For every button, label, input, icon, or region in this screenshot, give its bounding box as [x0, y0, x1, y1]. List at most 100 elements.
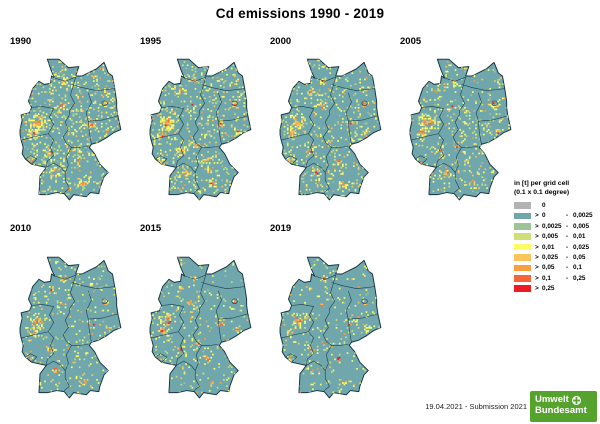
- legend-from: 0,01: [542, 243, 555, 251]
- state-border: [46, 360, 66, 371]
- state-border: [201, 344, 219, 346]
- state-border: [218, 121, 222, 145]
- state-border: [46, 331, 54, 366]
- legend-row: >0,05 -0,1: [514, 263, 600, 273]
- state-border: [314, 274, 336, 280]
- state-border: [291, 304, 314, 307]
- state-border: [291, 106, 314, 109]
- legend-dash: -: [566, 243, 569, 251]
- state-border: [475, 92, 482, 122]
- state-border: [63, 147, 72, 193]
- legend: in [t] per grid cell (0.1 x 0.1 degree) …: [514, 179, 600, 294]
- state-border: [54, 76, 76, 82]
- legend-gt: >: [535, 212, 539, 220]
- state-border: [348, 313, 378, 320]
- state-border: [306, 331, 314, 366]
- legend-dash: -: [566, 222, 569, 230]
- state-border: [323, 147, 332, 193]
- state-border: [178, 306, 184, 332]
- legend-gt: >: [535, 222, 539, 230]
- state-border: [459, 84, 465, 115]
- state-border: [436, 162, 456, 173]
- legend-to: 0,05: [573, 253, 586, 261]
- state-border: [215, 290, 222, 320]
- state-border: [329, 84, 335, 115]
- germany-map: [19, 58, 122, 201]
- state-border: [69, 282, 75, 313]
- state-border: [322, 114, 332, 148]
- state-border: [281, 331, 309, 339]
- state-border: [306, 133, 314, 168]
- state-border: [46, 133, 54, 168]
- state-border: [151, 133, 179, 141]
- legend-from: 0: [542, 202, 546, 210]
- map-panel-2005: 2005: [398, 30, 528, 202]
- berlin-boundary: [361, 298, 368, 305]
- state-border: [155, 155, 168, 165]
- berlin-boundary: [101, 298, 108, 305]
- state-border: [444, 76, 466, 82]
- germany-map: [19, 256, 122, 399]
- legend-swatch: [514, 212, 531, 220]
- legend-gt: >: [535, 285, 539, 293]
- legend-from: 0,025: [542, 253, 558, 261]
- state-border: [176, 331, 184, 366]
- state-border: [176, 360, 196, 371]
- state-border: [461, 84, 505, 91]
- state-border: [85, 92, 92, 122]
- state-border: [88, 121, 92, 145]
- map-panel-2015: 2015: [138, 218, 268, 400]
- berlin-boundary: [491, 100, 498, 107]
- year-label: 1990: [10, 36, 32, 47]
- state-border: [21, 331, 49, 339]
- state-border: [25, 353, 38, 363]
- legend-row: >0,025-0,05: [514, 252, 600, 262]
- germany-map: [279, 58, 382, 201]
- legend-gt: >: [535, 253, 539, 261]
- state-border: [62, 114, 72, 148]
- germany-outline: [149, 256, 252, 399]
- state-border: [218, 115, 248, 122]
- state-border: [323, 345, 332, 391]
- year-label: 2015: [140, 223, 162, 234]
- legend-from: 0: [542, 212, 546, 220]
- state-border: [88, 313, 118, 320]
- state-border: [63, 345, 72, 391]
- berlin-boundary: [361, 100, 368, 107]
- legend-dash: -: [566, 212, 569, 220]
- map-panel-1995: 1995: [138, 30, 268, 202]
- legend-title: in [t] per grid cell (0.1 x 0.1 degree): [514, 179, 600, 197]
- state-border: [331, 146, 349, 148]
- state-border: [345, 290, 352, 320]
- state-border: [308, 108, 314, 134]
- state-border: [331, 84, 375, 91]
- state-border: [203, 76, 206, 85]
- state-border: [348, 319, 352, 343]
- legend-swatch: [514, 202, 531, 209]
- state-border: [438, 108, 444, 134]
- legend-swatch: [514, 254, 531, 261]
- state-border: [155, 353, 168, 363]
- legend-row: 0: [514, 200, 600, 210]
- legend-swatch: [514, 223, 531, 230]
- state-border: [421, 106, 444, 109]
- year-label: 1995: [140, 36, 162, 47]
- legend-from: 0,25: [542, 285, 555, 293]
- state-border: [478, 121, 482, 145]
- state-border: [452, 114, 462, 148]
- state-border: [306, 360, 326, 371]
- germany-map: [409, 58, 512, 201]
- legend-row: >0,25: [514, 283, 600, 293]
- state-border: [331, 344, 349, 346]
- state-border: [21, 133, 49, 141]
- state-border: [161, 106, 184, 109]
- state-border: [218, 319, 222, 343]
- legend-gt: >: [535, 274, 539, 282]
- state-border: [192, 114, 202, 148]
- state-border: [88, 115, 118, 122]
- state-border: [333, 76, 336, 85]
- state-border: [46, 162, 66, 173]
- legend-gt: >: [535, 233, 539, 241]
- state-border: [285, 353, 298, 363]
- state-border: [201, 84, 245, 91]
